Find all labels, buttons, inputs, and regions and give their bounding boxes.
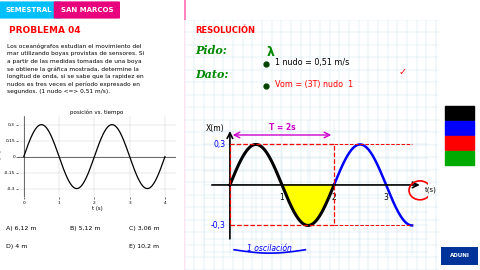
Text: 1 oscilación: 1 oscilación	[247, 244, 291, 253]
Bar	[445, 151, 474, 165]
Text: 2: 2	[332, 193, 336, 202]
Text: 3: 3	[384, 193, 388, 202]
Text: t(s): t(s)	[425, 186, 437, 193]
Bar	[445, 106, 474, 120]
Text: 0,3: 0,3	[214, 140, 226, 149]
Y-axis label: x (m): x (m)	[0, 150, 2, 164]
Text: ✓: ✓	[398, 68, 407, 77]
FancyBboxPatch shape	[54, 1, 120, 19]
Text: ADUNI: ADUNI	[450, 253, 469, 258]
Text: C) 3,06 m: C) 3,06 m	[130, 226, 160, 231]
Text: B) 5,12 m: B) 5,12 m	[70, 226, 101, 231]
Text: Los oceanógrafos estudian el movimiento del
mar utilizando boyas provistas de se: Los oceanógrafos estudian el movimiento …	[7, 44, 144, 94]
Bar	[230, 144, 334, 225]
Text: D) 4 m: D) 4 m	[6, 244, 27, 249]
Text: X(m): X(m)	[206, 124, 225, 133]
FancyBboxPatch shape	[439, 246, 480, 265]
Text: E) 10,2 m: E) 10,2 m	[130, 244, 159, 249]
Text: SEMESTRAL: SEMESTRAL	[6, 6, 52, 13]
Text: T = 2s: T = 2s	[269, 123, 295, 131]
FancyBboxPatch shape	[0, 1, 61, 19]
Text: 1 nudo = 0,51 m/s: 1 nudo = 0,51 m/s	[275, 59, 349, 68]
Text: Pido:: Pido:	[195, 45, 227, 56]
Text: λ: λ	[266, 46, 274, 59]
Text: Dato:: Dato:	[195, 69, 228, 80]
Title: posición vs. tiempo: posición vs. tiempo	[71, 110, 124, 115]
Bar	[445, 136, 474, 150]
Text: A) 6,12 m: A) 6,12 m	[6, 226, 36, 231]
Text: SAN MARCOS: SAN MARCOS	[60, 6, 113, 13]
Text: Vom = (3T) nudo  1: Vom = (3T) nudo 1	[275, 80, 353, 89]
Text: 1: 1	[279, 193, 284, 202]
X-axis label: t (s): t (s)	[92, 206, 102, 211]
Text: RESOLUCIÓN: RESOLUCIÓN	[195, 26, 255, 35]
Bar	[445, 121, 474, 135]
Text: PROBLEMA 04: PROBLEMA 04	[9, 26, 81, 35]
Text: -0,3: -0,3	[211, 221, 226, 230]
